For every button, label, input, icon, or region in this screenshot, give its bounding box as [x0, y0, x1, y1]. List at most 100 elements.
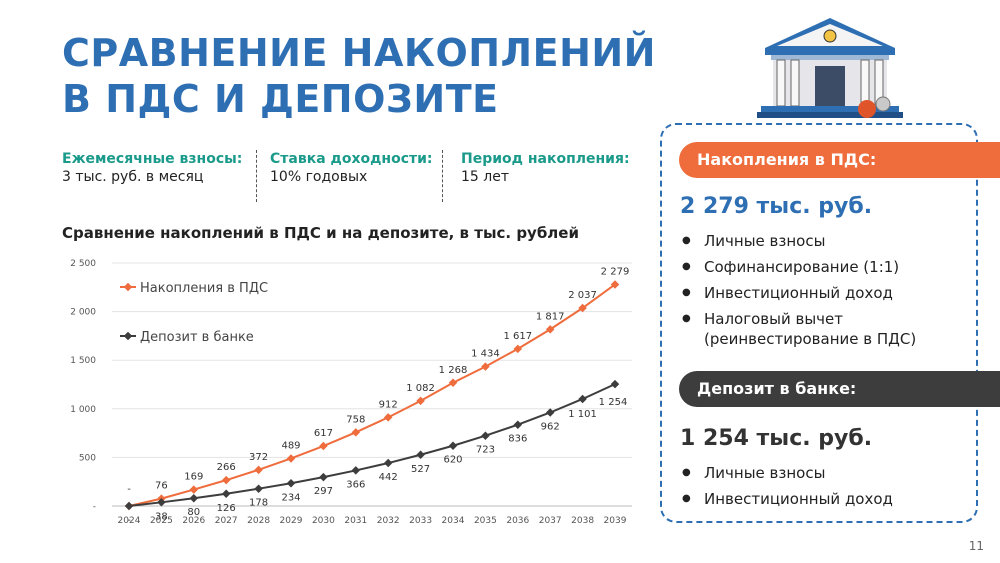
list-item: Налоговый вычет (реинвестирование в ПДС): [680, 309, 980, 349]
deposit-items-list: Личные взносы Инвестиционный доход: [680, 463, 980, 515]
data-label: 178: [249, 498, 268, 509]
data-point: [578, 394, 587, 404]
list-item: Личные взносы: [680, 231, 980, 251]
y-tick-label: 1 000: [70, 405, 96, 415]
x-tick-label: 2030: [312, 516, 335, 526]
data-label: 297: [314, 486, 333, 497]
x-tick-label: 2032: [377, 516, 400, 526]
data-point: [319, 472, 328, 482]
param-value: 10% годовых: [270, 169, 368, 185]
data-point: [448, 378, 458, 387]
data-point: [416, 450, 425, 460]
data-label: -: [127, 484, 131, 495]
data-point: [513, 344, 523, 354]
data-point: [254, 465, 263, 475]
x-tick-label: 2037: [539, 516, 562, 526]
legend-label: Депозит в банке: [140, 330, 254, 345]
data-point: [545, 408, 555, 417]
param-value: 15 лет: [461, 169, 509, 185]
y-tick-label: 1 500: [70, 356, 96, 366]
y-tick-label: 2 500: [70, 259, 96, 269]
pds-items-list: Личные взносы Софинансирование (1:1) Инв…: [680, 231, 980, 355]
deposit-amount: 1 254 тыс. руб.: [680, 426, 873, 451]
data-point: [319, 441, 328, 451]
data-point: [286, 479, 296, 488]
chart-title: Сравнение накоплений в ПДС и на депозите…: [62, 224, 579, 242]
data-label: 126: [217, 503, 236, 514]
divider: [442, 150, 443, 202]
data-label: 1 817: [536, 311, 565, 322]
data-label: 1 254: [599, 397, 628, 408]
series-line-deposit: [128, 383, 616, 507]
bank-building-icon: [757, 18, 903, 118]
y-tick-label: -: [93, 502, 96, 512]
param-label: Ставка доходности:: [270, 151, 433, 167]
legend-marker: [123, 282, 133, 292]
data-label: 527: [411, 464, 430, 475]
data-point: [351, 428, 361, 437]
page-title: СРАВНЕНИЕ НАКОПЛЕНИЙ В ПДС И ДЕПОЗИТЕ: [62, 30, 656, 122]
series-line-pds: [128, 283, 616, 507]
param-label: Ежемесячные взносы:: [62, 151, 243, 167]
param-label: Период накопления:: [461, 151, 630, 167]
data-label: 1 617: [503, 331, 532, 342]
data-point: [416, 396, 425, 406]
data-point: [254, 484, 263, 493]
data-point: [221, 489, 231, 498]
data-label: 962: [541, 421, 560, 432]
data-point: [610, 379, 620, 389]
data-label: 442: [379, 472, 398, 483]
data-label: 76: [155, 481, 168, 492]
data-point: [124, 501, 134, 511]
data-point: [157, 498, 166, 507]
legend-marker: [123, 331, 133, 341]
data-label: 372: [249, 452, 268, 463]
data-point: [383, 413, 393, 422]
list-item: Личные взносы: [680, 463, 980, 483]
x-tick-label: 2025: [150, 516, 173, 526]
param-monthly: Ежемесячные взносы: 3 тыс. руб. в месяц: [62, 150, 242, 186]
data-label: 912: [379, 399, 398, 410]
data-point: [513, 420, 523, 429]
data-label: 1 101: [568, 409, 597, 420]
data-label: 169: [184, 472, 203, 483]
data-point: [189, 493, 199, 503]
x-tick-label: 2027: [215, 516, 238, 526]
data-point: [481, 431, 490, 440]
legend-label: Накопления в ПДС: [140, 281, 268, 296]
x-tick-label: 2028: [247, 516, 270, 526]
param-rate: Ставка доходности: 10% годовых: [270, 150, 433, 186]
x-tick-label: 2038: [571, 516, 594, 526]
data-label: 1 082: [406, 383, 435, 394]
data-label: 617: [314, 428, 333, 439]
x-tick-label: 2036: [506, 516, 529, 526]
deposit-header: Депозит в банке:: [679, 371, 1000, 407]
data-label: 489: [281, 440, 300, 451]
line-chart: - 500 1 000 1 500 2 000 2 500 2024 2025 2026 2027…: [70, 259, 632, 526]
data-label: -: [127, 515, 131, 526]
pds-header: Накопления в ПДС:: [679, 142, 1000, 178]
divider: [256, 150, 257, 202]
page-number: 11: [968, 539, 984, 553]
x-tick-label: 2031: [344, 516, 367, 526]
param-period: Период накопления: 15 лет: [461, 150, 630, 186]
data-point: [383, 458, 393, 468]
data-point: [481, 362, 490, 371]
list-item: Инвестиционный доход: [680, 489, 980, 509]
data-point: [351, 466, 361, 475]
title-line-2: В ПДС И ДЕПОЗИТЕ: [62, 77, 499, 121]
data-label: 266: [217, 462, 236, 473]
data-point: [189, 485, 199, 494]
data-label: 620: [443, 455, 462, 466]
x-tick-label: 2034: [442, 516, 465, 526]
data-label: 723: [476, 445, 495, 456]
data-label: 2 279: [601, 266, 630, 277]
x-tick-label: 2035: [474, 516, 497, 526]
data-label: 836: [508, 434, 527, 445]
list-item: Софинансирование (1:1): [680, 257, 980, 277]
param-value: 3 тыс. руб. в месяц: [62, 169, 204, 185]
x-tick-label: 2026: [182, 516, 205, 526]
data-label: 1 434: [471, 349, 500, 360]
pds-amount: 2 279 тыс. руб.: [680, 194, 873, 219]
y-tick-label: 500: [79, 453, 96, 463]
